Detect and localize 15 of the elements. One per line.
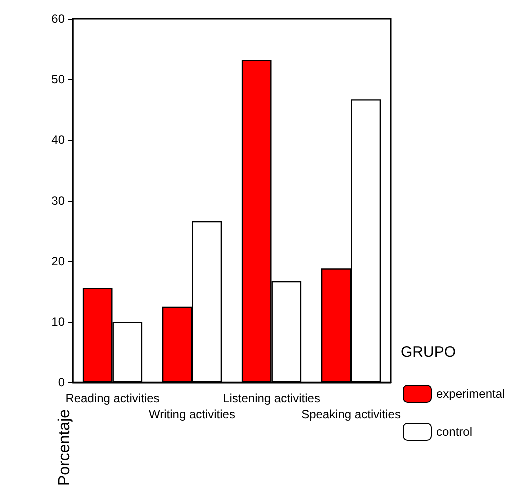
y-tick-label: 30 <box>52 194 66 208</box>
legend-title: GRUPO <box>401 344 456 361</box>
legend-label: control <box>436 425 473 439</box>
x-tick-label: Speaking activities <box>302 408 401 422</box>
y-axis-title: Porcentaje <box>56 409 74 486</box>
y-tick-label: 20 <box>52 254 66 268</box>
x-tick-label: Writing activities <box>149 408 236 422</box>
y-tick-label: 60 <box>52 12 66 26</box>
x-tick-label: Listening activities <box>223 392 320 406</box>
y-tick-label: 40 <box>52 133 66 148</box>
y-tick-label: 10 <box>52 315 66 330</box>
y-tick-label: 0 <box>58 376 66 390</box>
x-tick-label: Reading activities <box>66 392 160 406</box>
legend-label: experimental <box>436 387 506 401</box>
y-tick-label: 50 <box>52 72 66 87</box>
